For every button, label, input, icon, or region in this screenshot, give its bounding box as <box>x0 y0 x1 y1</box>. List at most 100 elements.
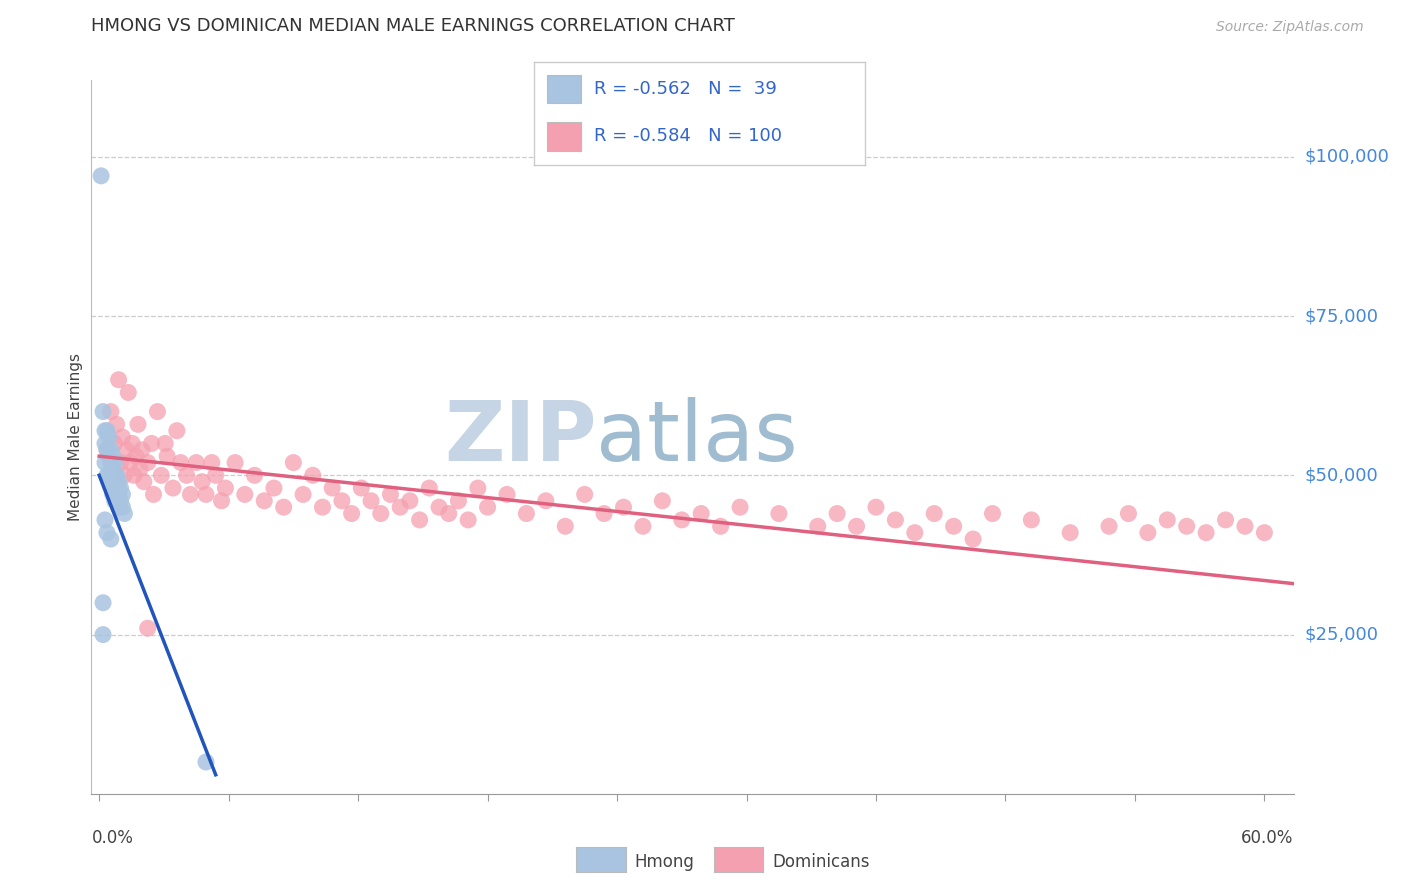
Point <box>211 493 233 508</box>
Point <box>107 475 129 489</box>
Point <box>515 507 537 521</box>
Point <box>194 755 217 769</box>
FancyBboxPatch shape <box>547 122 581 151</box>
Point <box>104 481 127 495</box>
Point <box>112 468 135 483</box>
Point <box>427 500 450 515</box>
Point <box>825 507 848 521</box>
Point <box>141 436 163 450</box>
Point <box>330 493 353 508</box>
Point <box>186 456 208 470</box>
Point <box>1021 513 1043 527</box>
Point <box>496 487 519 501</box>
Point <box>91 404 114 418</box>
Point <box>129 462 152 476</box>
Point <box>101 487 124 501</box>
Point <box>142 487 165 501</box>
Point <box>1059 525 1081 540</box>
Point <box>321 481 343 495</box>
Point <box>107 373 129 387</box>
Point <box>96 442 118 457</box>
Text: R = -0.584   N = 100: R = -0.584 N = 100 <box>593 127 782 145</box>
Point <box>104 493 127 508</box>
Point <box>671 513 693 527</box>
Point <box>94 513 117 527</box>
Point <box>111 430 134 444</box>
Point <box>574 487 596 501</box>
Point <box>1215 513 1237 527</box>
Point <box>120 456 142 470</box>
Point <box>136 621 159 635</box>
Text: ZIP: ZIP <box>444 397 596 477</box>
Point <box>981 507 1004 521</box>
Point <box>91 627 114 641</box>
Point <box>467 481 489 495</box>
Point <box>690 507 713 521</box>
Point <box>94 424 117 438</box>
Point <box>96 525 118 540</box>
Point <box>380 487 402 501</box>
Point <box>728 500 751 515</box>
Point <box>100 456 122 470</box>
Text: 60.0%: 60.0% <box>1241 829 1294 847</box>
Point <box>437 507 460 521</box>
Point <box>962 532 984 546</box>
Point <box>97 449 120 463</box>
Point <box>865 500 887 515</box>
Point <box>1118 507 1140 521</box>
Point <box>194 487 217 501</box>
Point <box>132 475 155 489</box>
Point <box>150 468 173 483</box>
Point <box>447 493 470 508</box>
Point <box>156 449 179 463</box>
Point <box>104 456 127 470</box>
Point <box>110 493 132 508</box>
Point <box>1156 513 1178 527</box>
Point <box>117 385 139 400</box>
Point <box>884 513 907 527</box>
Point <box>301 468 323 483</box>
Point <box>408 513 430 527</box>
Point <box>370 507 392 521</box>
Point <box>1233 519 1256 533</box>
Point <box>100 442 122 457</box>
Point <box>110 481 132 495</box>
Point <box>115 442 138 457</box>
Point <box>768 507 790 521</box>
Text: 0.0%: 0.0% <box>91 829 134 847</box>
Point <box>593 507 616 521</box>
Point <box>97 430 120 444</box>
Point <box>1253 525 1275 540</box>
Point <box>360 493 382 508</box>
Point <box>96 468 118 483</box>
Point <box>104 468 127 483</box>
Point <box>170 456 193 470</box>
Point <box>922 507 945 521</box>
Point <box>105 468 128 483</box>
Point <box>263 481 285 495</box>
Point <box>340 507 363 521</box>
Point <box>233 487 256 501</box>
Point <box>100 475 122 489</box>
Point <box>243 468 266 483</box>
Point <box>122 468 145 483</box>
Point <box>477 500 499 515</box>
Point <box>100 404 122 418</box>
Point <box>104 436 127 450</box>
Text: $50,000: $50,000 <box>1305 467 1378 484</box>
Point <box>845 519 868 533</box>
Point <box>107 500 129 515</box>
Point <box>131 442 153 457</box>
Point <box>100 532 122 546</box>
Text: Dominicans: Dominicans <box>772 853 869 871</box>
Point <box>112 507 135 521</box>
Point <box>136 456 159 470</box>
Point <box>176 468 198 483</box>
Point <box>110 456 132 470</box>
Point <box>96 424 118 438</box>
Point <box>90 169 112 183</box>
Point <box>153 436 176 450</box>
Point <box>350 481 373 495</box>
Point <box>101 475 124 489</box>
Text: $75,000: $75,000 <box>1305 307 1379 325</box>
